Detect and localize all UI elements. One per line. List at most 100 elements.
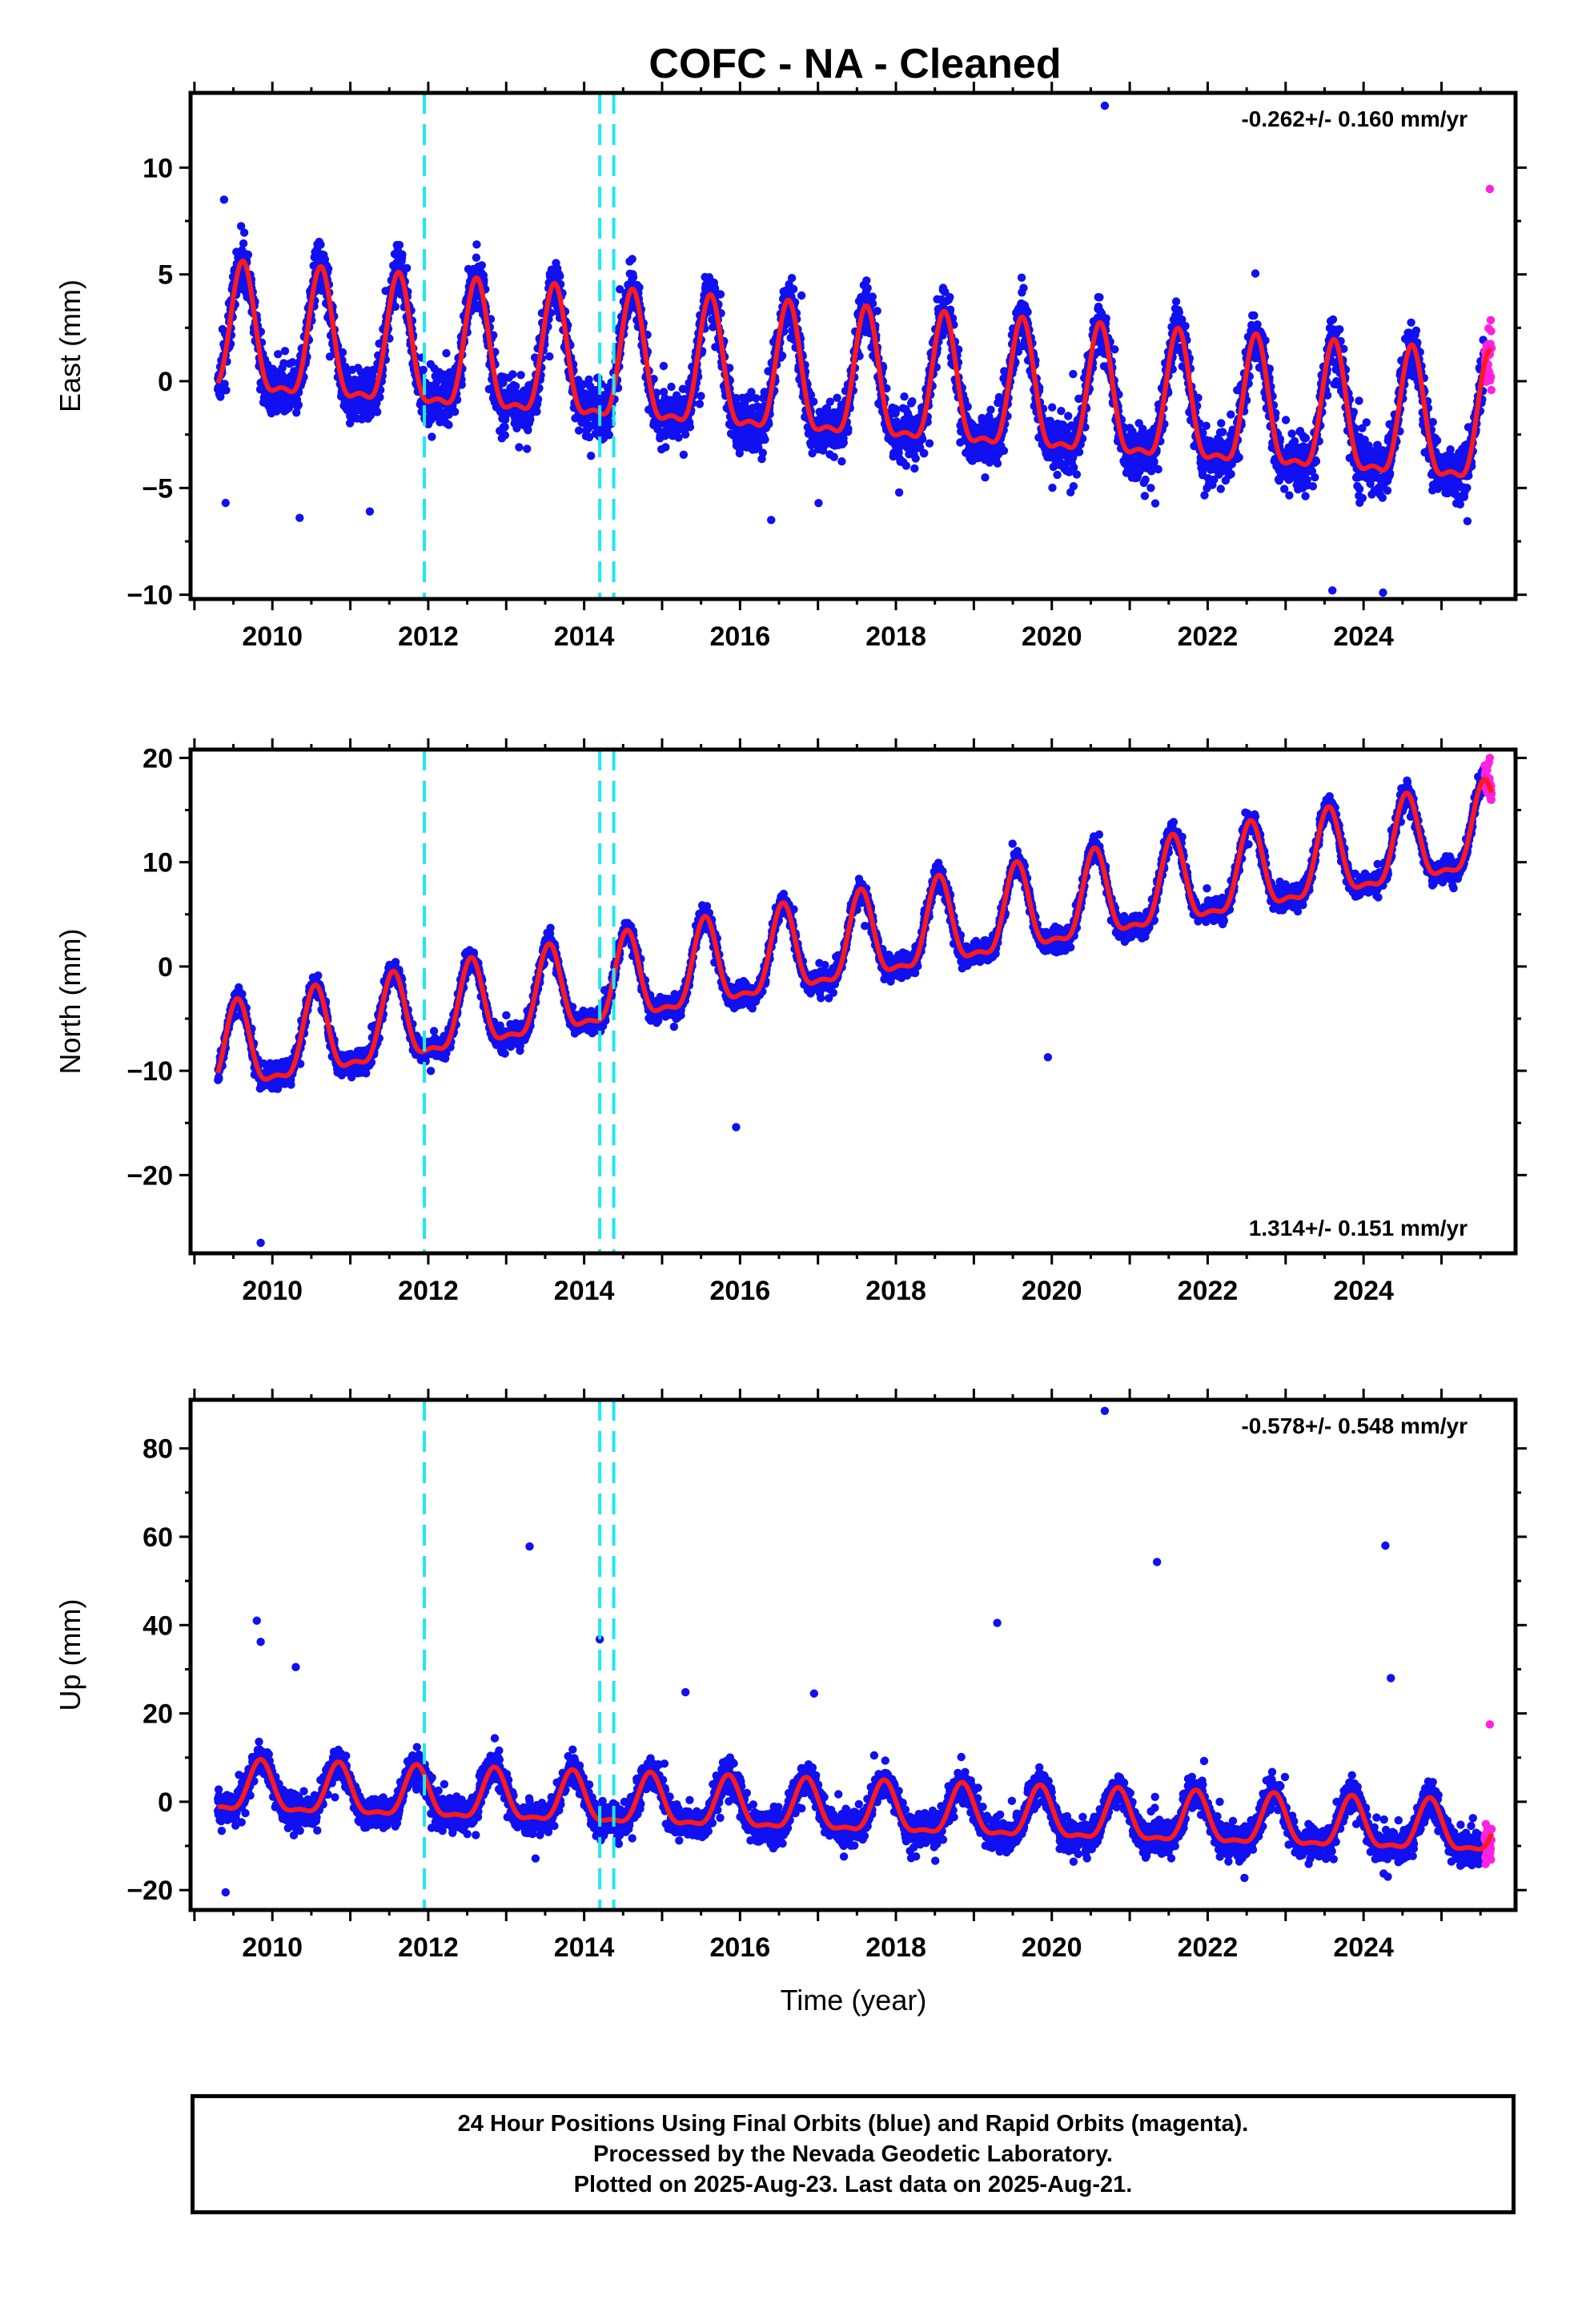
position-point bbox=[1171, 297, 1181, 306]
position-point bbox=[981, 473, 990, 482]
position-point bbox=[752, 394, 761, 403]
position-point bbox=[1150, 499, 1160, 508]
position-point bbox=[659, 388, 669, 396]
position-point bbox=[1072, 470, 1082, 479]
position-point bbox=[512, 382, 520, 391]
position-point bbox=[579, 380, 588, 389]
position-point bbox=[556, 271, 564, 280]
position-point bbox=[1202, 421, 1211, 430]
position-point bbox=[1227, 410, 1235, 419]
position-point bbox=[1146, 484, 1155, 493]
position-point bbox=[375, 392, 384, 402]
position-point bbox=[1064, 412, 1073, 420]
position-point bbox=[320, 255, 330, 264]
position-point bbox=[316, 240, 325, 249]
position-point bbox=[1311, 456, 1321, 466]
position-point bbox=[1311, 472, 1319, 482]
position-point bbox=[695, 400, 705, 408]
position-point bbox=[765, 420, 773, 428]
position-point bbox=[325, 352, 335, 361]
position-point bbox=[373, 408, 382, 416]
position-point bbox=[833, 393, 841, 402]
position-point bbox=[1140, 492, 1150, 501]
position-point bbox=[863, 283, 872, 292]
position-point bbox=[894, 488, 904, 497]
position-point bbox=[526, 415, 535, 424]
position-point bbox=[628, 255, 636, 263]
position-point bbox=[844, 424, 853, 433]
position-point bbox=[901, 461, 911, 470]
position-point bbox=[500, 431, 509, 440]
position-point bbox=[1017, 273, 1026, 282]
position-point bbox=[963, 402, 972, 412]
east-panel: 2010 2012 2014 2016 2018 2020 2022 2024−10−5051… bbox=[54, 82, 1527, 652]
position-point bbox=[758, 448, 767, 457]
position-point bbox=[1301, 433, 1311, 443]
position-point bbox=[508, 370, 517, 379]
position-point bbox=[403, 263, 412, 272]
position-point bbox=[908, 397, 917, 406]
position-point bbox=[472, 240, 481, 249]
position-point bbox=[1219, 428, 1227, 436]
position-point bbox=[797, 291, 806, 300]
position-point bbox=[635, 283, 644, 292]
position-point bbox=[1194, 393, 1203, 402]
position-point bbox=[993, 459, 1002, 468]
position-point bbox=[1154, 464, 1162, 474]
position-point bbox=[825, 397, 835, 406]
position-point bbox=[716, 290, 725, 299]
position-point bbox=[681, 430, 690, 439]
position-point bbox=[586, 382, 595, 391]
position-point bbox=[747, 388, 756, 396]
position-point bbox=[910, 464, 919, 473]
position-point bbox=[294, 400, 303, 409]
position-point bbox=[1217, 419, 1226, 428]
position-point bbox=[661, 443, 670, 452]
position-point bbox=[515, 443, 524, 452]
position-point bbox=[1308, 482, 1318, 491]
position-point bbox=[777, 352, 787, 360]
position-point bbox=[1250, 311, 1259, 320]
position-point bbox=[604, 431, 614, 440]
position-point bbox=[280, 347, 290, 356]
position-point bbox=[809, 397, 818, 406]
position-point bbox=[1141, 475, 1150, 485]
position-point bbox=[814, 499, 823, 508]
position-point bbox=[584, 375, 593, 384]
position-point bbox=[587, 452, 596, 460]
position-point bbox=[239, 239, 248, 248]
position-point bbox=[236, 222, 246, 231]
position-point bbox=[500, 423, 509, 432]
position-point bbox=[444, 420, 453, 429]
position-point bbox=[911, 454, 920, 463]
position-point bbox=[1281, 416, 1291, 424]
position-point bbox=[986, 405, 995, 414]
position-point bbox=[274, 350, 283, 359]
position-point bbox=[451, 408, 460, 416]
position-point bbox=[1251, 269, 1260, 278]
position-point bbox=[652, 388, 661, 397]
position-point bbox=[1285, 491, 1294, 500]
position-point bbox=[323, 264, 333, 273]
position-point bbox=[288, 358, 297, 367]
position-point bbox=[667, 382, 676, 392]
position-point bbox=[1023, 308, 1032, 316]
position-point bbox=[1301, 492, 1310, 501]
position-point bbox=[837, 457, 846, 466]
position-point bbox=[1110, 345, 1119, 354]
position-point bbox=[1355, 485, 1364, 493]
position-point bbox=[679, 450, 689, 459]
position-point bbox=[674, 433, 683, 442]
position-point bbox=[338, 348, 347, 357]
position-point bbox=[341, 363, 350, 372]
position-point bbox=[891, 405, 901, 414]
position-point bbox=[946, 292, 954, 302]
position-point bbox=[787, 274, 797, 283]
position-point bbox=[545, 352, 554, 361]
position-point bbox=[925, 439, 934, 448]
position-point bbox=[239, 228, 249, 237]
position-point bbox=[1355, 396, 1363, 405]
position-point bbox=[1287, 429, 1296, 438]
position-point bbox=[839, 438, 849, 447]
position-point bbox=[523, 444, 532, 453]
